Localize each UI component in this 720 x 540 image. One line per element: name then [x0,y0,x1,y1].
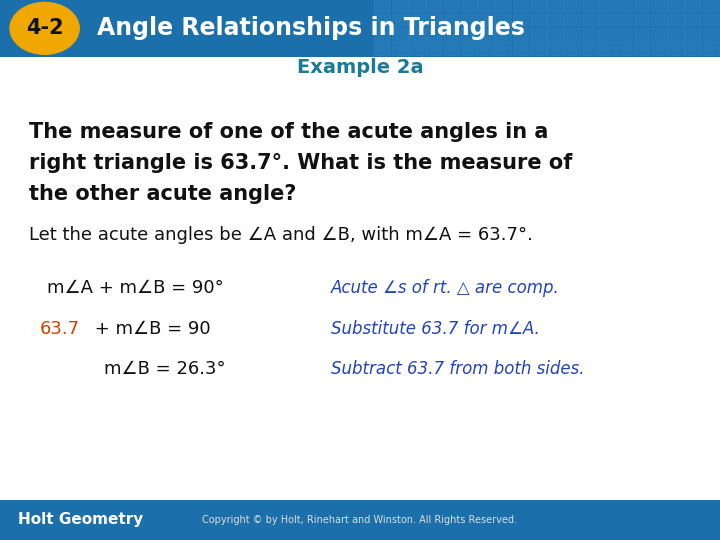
FancyBboxPatch shape [392,42,408,55]
FancyBboxPatch shape [582,14,598,26]
Text: Let the acute angles be ∠A and ∠B, with m∠A = 63.7°.: Let the acute angles be ∠A and ∠B, with … [29,226,533,244]
FancyBboxPatch shape [478,28,494,40]
FancyBboxPatch shape [547,0,563,12]
FancyBboxPatch shape [426,0,442,12]
FancyBboxPatch shape [564,14,580,26]
FancyBboxPatch shape [0,0,720,57]
FancyBboxPatch shape [668,14,684,26]
FancyBboxPatch shape [651,14,667,26]
Text: 4-2: 4-2 [26,18,63,38]
Text: Copyright © by Holt, Rinehart and Winston. All Rights Reserved.: Copyright © by Holt, Rinehart and Winsto… [202,515,518,525]
FancyBboxPatch shape [374,14,390,26]
FancyBboxPatch shape [634,42,649,55]
FancyBboxPatch shape [495,42,511,55]
Text: m∠A + m∠B = 90°: m∠A + m∠B = 90° [47,279,223,298]
FancyBboxPatch shape [634,28,649,40]
FancyBboxPatch shape [547,42,563,55]
Text: + m∠B = 90: + m∠B = 90 [89,320,210,338]
FancyBboxPatch shape [703,0,719,12]
FancyBboxPatch shape [703,14,719,26]
FancyBboxPatch shape [634,0,649,12]
FancyBboxPatch shape [582,28,598,40]
FancyBboxPatch shape [582,42,598,55]
FancyBboxPatch shape [444,42,459,55]
FancyBboxPatch shape [426,42,442,55]
FancyBboxPatch shape [0,500,720,540]
FancyBboxPatch shape [651,28,667,40]
FancyBboxPatch shape [478,0,494,12]
FancyBboxPatch shape [426,28,442,40]
FancyBboxPatch shape [513,28,528,40]
FancyBboxPatch shape [478,14,494,26]
FancyBboxPatch shape [668,42,684,55]
FancyBboxPatch shape [599,28,615,40]
FancyBboxPatch shape [651,42,667,55]
FancyBboxPatch shape [530,14,546,26]
FancyBboxPatch shape [461,42,477,55]
FancyBboxPatch shape [582,0,598,12]
FancyBboxPatch shape [703,42,719,55]
FancyBboxPatch shape [374,0,390,12]
FancyBboxPatch shape [374,28,390,40]
FancyBboxPatch shape [616,42,632,55]
FancyBboxPatch shape [703,28,719,40]
FancyBboxPatch shape [461,14,477,26]
FancyBboxPatch shape [530,0,546,12]
FancyBboxPatch shape [495,0,511,12]
FancyBboxPatch shape [668,0,684,12]
FancyBboxPatch shape [444,14,459,26]
FancyBboxPatch shape [685,14,701,26]
FancyBboxPatch shape [685,0,701,12]
FancyBboxPatch shape [599,0,615,12]
FancyBboxPatch shape [547,28,563,40]
FancyBboxPatch shape [461,0,477,12]
FancyBboxPatch shape [616,28,632,40]
Text: Angle Relationships in Triangles: Angle Relationships in Triangles [97,16,525,40]
Circle shape [10,3,79,55]
FancyBboxPatch shape [685,28,701,40]
FancyBboxPatch shape [461,28,477,40]
Text: 63.7: 63.7 [40,320,80,338]
FancyBboxPatch shape [478,42,494,55]
FancyBboxPatch shape [564,0,580,12]
FancyBboxPatch shape [374,42,390,55]
FancyBboxPatch shape [547,14,563,26]
FancyBboxPatch shape [495,14,511,26]
FancyBboxPatch shape [409,14,425,26]
Text: the other acute angle?: the other acute angle? [29,184,296,204]
FancyBboxPatch shape [651,0,667,12]
FancyBboxPatch shape [564,42,580,55]
FancyBboxPatch shape [564,28,580,40]
FancyBboxPatch shape [392,28,408,40]
FancyBboxPatch shape [513,42,528,55]
FancyBboxPatch shape [599,42,615,55]
FancyBboxPatch shape [409,28,425,40]
FancyBboxPatch shape [392,14,408,26]
Text: Holt Geometry: Holt Geometry [18,512,143,527]
Text: Acute ∠s of rt. △ are comp.: Acute ∠s of rt. △ are comp. [331,279,560,298]
FancyBboxPatch shape [616,14,632,26]
FancyBboxPatch shape [634,14,649,26]
FancyBboxPatch shape [409,42,425,55]
FancyBboxPatch shape [530,42,546,55]
Text: Example 2a: Example 2a [297,58,423,77]
FancyBboxPatch shape [513,14,528,26]
FancyBboxPatch shape [444,28,459,40]
FancyBboxPatch shape [392,0,408,12]
Text: The measure of one of the acute angles in a: The measure of one of the acute angles i… [29,122,548,141]
FancyBboxPatch shape [444,0,459,12]
FancyBboxPatch shape [599,14,615,26]
FancyBboxPatch shape [530,28,546,40]
FancyBboxPatch shape [426,14,442,26]
Text: Substitute 63.7 for m∠A.: Substitute 63.7 for m∠A. [331,320,540,338]
FancyBboxPatch shape [685,42,701,55]
FancyBboxPatch shape [495,28,511,40]
Text: right triangle is 63.7°. What is the measure of: right triangle is 63.7°. What is the mea… [29,153,572,173]
FancyBboxPatch shape [513,0,528,12]
FancyBboxPatch shape [668,28,684,40]
Text: m∠B = 26.3°: m∠B = 26.3° [104,360,226,379]
Text: Subtract 63.7 from both sides.: Subtract 63.7 from both sides. [331,360,585,379]
FancyBboxPatch shape [616,0,632,12]
FancyBboxPatch shape [409,0,425,12]
